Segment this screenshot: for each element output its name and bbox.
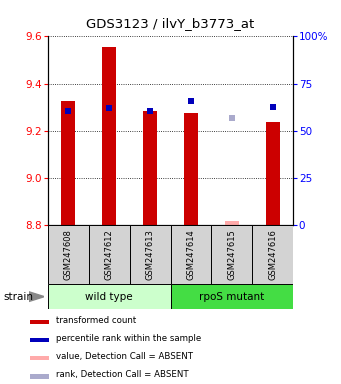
Bar xyxy=(143,111,157,225)
Text: GSM247614: GSM247614 xyxy=(187,229,195,280)
FancyBboxPatch shape xyxy=(89,225,130,284)
FancyBboxPatch shape xyxy=(48,225,89,284)
FancyBboxPatch shape xyxy=(170,284,293,309)
Text: transformed count: transformed count xyxy=(56,316,136,324)
Bar xyxy=(225,221,239,225)
Bar xyxy=(184,113,198,225)
Bar xyxy=(102,47,116,225)
Bar xyxy=(30,319,49,324)
Text: percentile rank within the sample: percentile rank within the sample xyxy=(56,334,201,343)
Text: rpoS mutant: rpoS mutant xyxy=(199,291,265,302)
Text: rank, Detection Call = ABSENT: rank, Detection Call = ABSENT xyxy=(56,371,189,379)
Bar xyxy=(30,338,49,342)
FancyBboxPatch shape xyxy=(252,225,293,284)
Text: GSM247608: GSM247608 xyxy=(64,229,73,280)
FancyBboxPatch shape xyxy=(211,225,252,284)
Text: value, Detection Call = ABSENT: value, Detection Call = ABSENT xyxy=(56,352,193,361)
Bar xyxy=(61,101,75,225)
Bar xyxy=(30,374,49,379)
Bar xyxy=(266,122,280,225)
FancyBboxPatch shape xyxy=(48,284,170,309)
Bar xyxy=(30,356,49,361)
Text: GSM247616: GSM247616 xyxy=(268,229,277,280)
Text: GSM247615: GSM247615 xyxy=(227,229,236,280)
Text: strain: strain xyxy=(3,291,33,302)
Polygon shape xyxy=(29,292,44,301)
Text: GDS3123 / ilvY_b3773_at: GDS3123 / ilvY_b3773_at xyxy=(86,17,255,30)
FancyBboxPatch shape xyxy=(130,225,170,284)
Text: GSM247612: GSM247612 xyxy=(105,229,114,280)
Text: GSM247613: GSM247613 xyxy=(146,229,154,280)
FancyBboxPatch shape xyxy=(170,225,211,284)
Text: wild type: wild type xyxy=(85,291,133,302)
